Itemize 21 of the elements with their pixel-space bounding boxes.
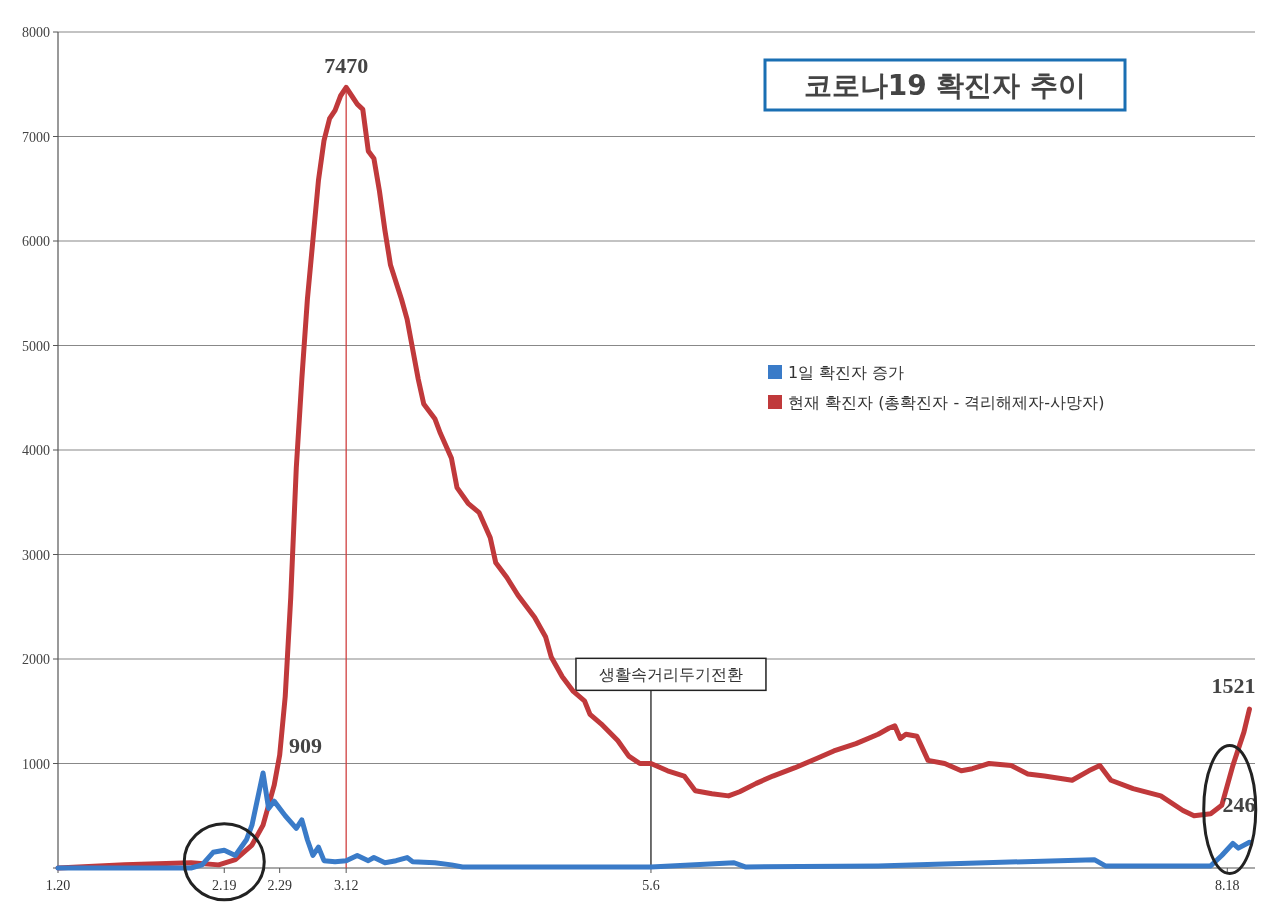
legend-label: 현재 확진자 (총확진자 - 격리해제자-사망자) — [788, 393, 1105, 412]
x-tick-label: 3.12 — [333, 878, 359, 893]
y-tick-label: 1000 — [22, 756, 50, 772]
legend-label: 1일 확진자 증가 — [788, 363, 905, 382]
text: 코로나19 확진자 추이 — [803, 69, 1087, 102]
annotation: 909 — [289, 733, 323, 759]
y-tick-label: 6000 — [22, 234, 50, 249]
y-tick-label: 5000 — [22, 338, 50, 354]
y-tick-label: 7000 — [22, 129, 50, 145]
x-tick-label: 5.6 — [642, 878, 660, 893]
x-tick-label: 2.29 — [267, 878, 292, 893]
y-tick-label: 3000 — [22, 547, 50, 563]
y-tick-label: 2000 — [22, 652, 50, 667]
x-tick-label: 1.20 — [45, 878, 71, 893]
ref-line-label: 생활속거리두기전환 — [598, 665, 743, 685]
y-tick-label: 8000 — [22, 25, 50, 40]
annotation: 7470 — [324, 53, 369, 79]
x-tick-label: 2.19 — [212, 878, 237, 893]
y-tick-label: 4000 — [22, 443, 50, 458]
annotation: 1521 — [1211, 673, 1256, 699]
x-tick-label: 8.18 — [1215, 878, 1240, 893]
